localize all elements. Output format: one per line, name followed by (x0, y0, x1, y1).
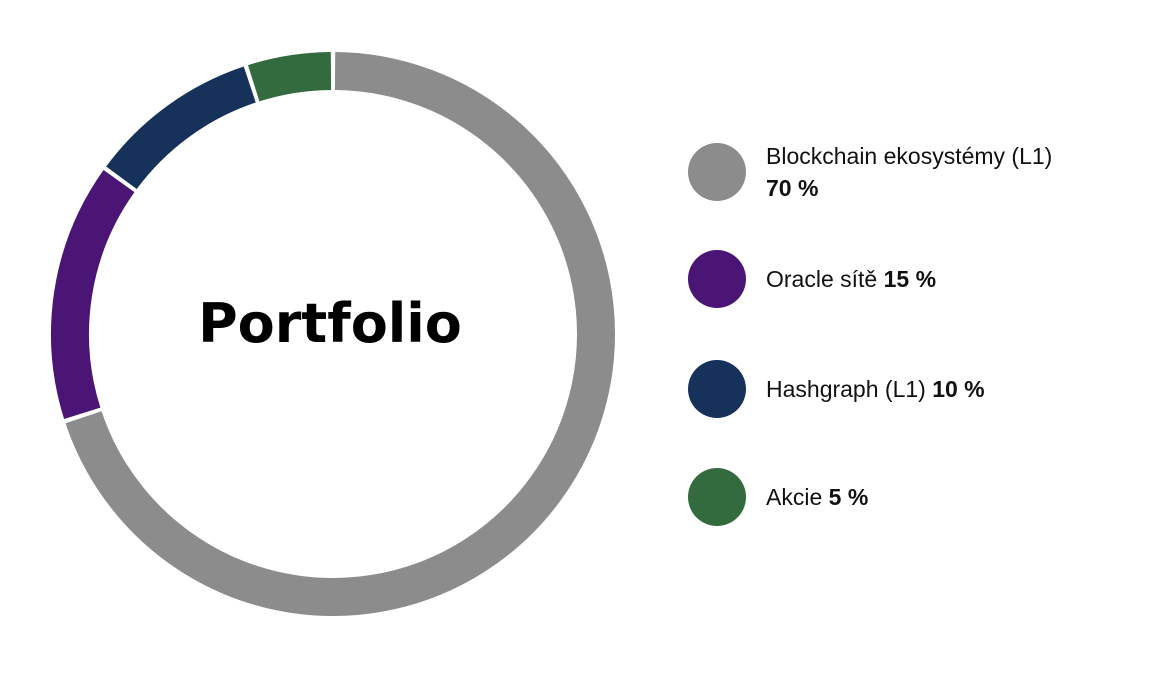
legend-value-oracle: 15 % (883, 266, 937, 292)
legend-item-hashgraph: Hashgraph (L1) 10 % (688, 360, 1066, 418)
donut-center-title: Portfolio (198, 292, 462, 355)
legend-swatch-blockchain (688, 143, 746, 201)
legend-item-oracle: Oracle sítě 15 % (688, 250, 1066, 308)
legend-label-hashgraph: Hashgraph (L1) (766, 376, 926, 402)
legend-label-akcie: Akcie (766, 484, 823, 510)
legend-label-blockchain: Blockchain ekosystémy (L1) (766, 143, 1053, 169)
legend-item-blockchain: Blockchain ekosystémy (L1) 70 % (688, 140, 1066, 204)
donut-slices (51, 52, 615, 616)
donut-slice-oracle-s-t (51, 170, 135, 420)
legend-swatch-oracle (688, 250, 746, 308)
donut-slice-hashgraph-l1 (106, 66, 257, 190)
legend-text-hashgraph: Hashgraph (L1) 10 % (766, 373, 1066, 405)
legend-swatch-akcie (688, 468, 746, 526)
legend-swatch-hashgraph (688, 360, 746, 418)
legend-value-blockchain: 70 % (766, 175, 819, 201)
legend-value-hashgraph: 10 % (932, 376, 985, 402)
legend-text-akcie: Akcie 5 % (766, 481, 1066, 513)
legend-label-oracle: Oracle sítě (766, 266, 878, 292)
legend-text-blockchain: Blockchain ekosystémy (L1) 70 % (766, 140, 1066, 204)
donut-slice-blockchain-ekosyst-my-l1 (65, 52, 615, 616)
donut-slice-akcie (247, 52, 332, 102)
legend-value-akcie: 5 % (828, 484, 869, 510)
portfolio-donut-chart: Portfolio (51, 52, 615, 616)
legend-text-oracle: Oracle sítě 15 % (766, 263, 1066, 295)
legend-item-akcie: Akcie 5 % (688, 468, 1066, 526)
